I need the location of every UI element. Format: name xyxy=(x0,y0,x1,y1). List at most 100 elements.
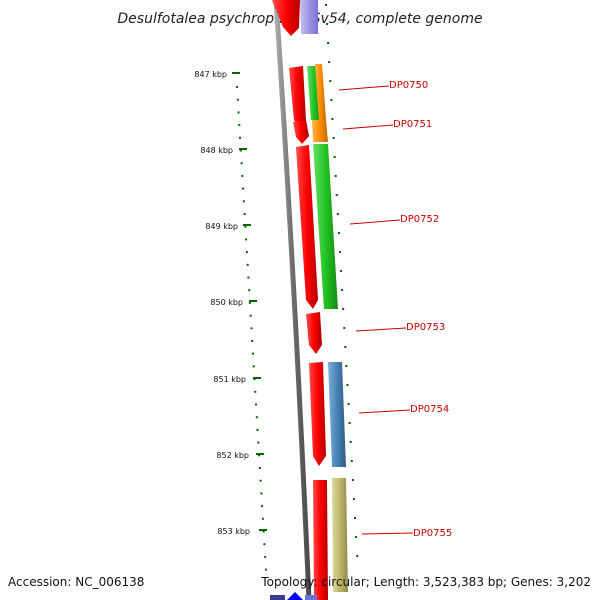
forward-strand-genes xyxy=(300,0,348,592)
ruler-tick-label: 848 kbp xyxy=(200,146,233,155)
strand-guide-dot xyxy=(325,4,327,6)
strand-guide-dot xyxy=(341,289,344,291)
ruler-dot xyxy=(236,98,239,101)
ruler-dot xyxy=(261,517,264,520)
ruler-dot xyxy=(248,289,251,292)
strand-guide-dot xyxy=(342,308,345,310)
gene-DP0751[interactable] xyxy=(312,120,328,142)
ruler-dot xyxy=(260,492,263,495)
gene-arrow-reverse[interactable] xyxy=(272,0,300,36)
gene-arrow-reverse[interactable] xyxy=(293,120,309,144)
ruler-dot xyxy=(245,251,248,254)
strand-guide-dot xyxy=(327,42,330,44)
strand-guide-dot xyxy=(349,441,352,443)
strand-guide-dot xyxy=(347,403,350,405)
ruler-dot xyxy=(239,149,242,152)
strand-guide-dot xyxy=(356,555,359,557)
ruler-dot xyxy=(251,340,254,342)
gene-block[interactable] xyxy=(305,595,317,600)
strand-guide-dot xyxy=(345,365,348,367)
strand-guide-dot xyxy=(329,80,332,82)
ruler-dot xyxy=(248,301,251,304)
label-line-DP0755 xyxy=(361,532,414,535)
gene-arrow-reverse[interactable] xyxy=(296,145,318,309)
gene-arrow-reverse[interactable] xyxy=(309,362,326,466)
strand-guide-dot xyxy=(326,23,329,25)
strand-guide-dot xyxy=(340,270,342,272)
ruler-dot xyxy=(262,530,265,533)
label-line-DP0754 xyxy=(358,409,411,414)
ruler-dot xyxy=(245,238,248,241)
gene-label-DP0752[interactable]: DP0752 xyxy=(400,214,439,225)
ruler-dot xyxy=(254,390,257,393)
topology-text: Topology: circular; Length: 3,523,383 bp… xyxy=(260,575,591,589)
strand-guide-dot xyxy=(339,251,341,253)
gene-label-lines xyxy=(338,85,414,535)
label-line-DP0750 xyxy=(338,85,390,91)
gene-label-DP0750[interactable]: DP0750 xyxy=(389,80,428,91)
strand-guide-dot xyxy=(354,517,356,519)
ruler-dot xyxy=(258,454,261,457)
ruler-dot xyxy=(264,555,267,558)
strand-guide-dot xyxy=(350,460,353,462)
genome-backbone xyxy=(273,0,312,600)
ruler-dot xyxy=(247,276,250,279)
map-title: Desulfotalea psychrophila LSv54, complet… xyxy=(117,11,482,27)
ruler-dot xyxy=(256,428,259,431)
gene-arrow-reverse[interactable] xyxy=(313,480,328,600)
ruler-dot xyxy=(250,327,253,330)
gene-label-DP0755[interactable]: DP0755 xyxy=(413,528,452,539)
ruler-tick-label: 853 kbp xyxy=(217,527,250,536)
ruler-tick-label: 849 kbp xyxy=(205,222,238,231)
ruler-dot xyxy=(264,568,267,571)
strand-guide-dot xyxy=(334,175,337,177)
accession-text: Accession: NC_006138 xyxy=(8,575,144,589)
ruler-dot xyxy=(259,479,262,482)
strand-guide-dot xyxy=(351,479,354,481)
ruler-dot xyxy=(236,86,238,88)
strand-guide-dot xyxy=(331,118,334,120)
strand-guide-dot xyxy=(348,422,351,424)
ruler-dot xyxy=(242,200,245,203)
ruler-dot xyxy=(246,263,249,266)
strand-guide-dot xyxy=(343,327,346,329)
ruler-dot xyxy=(263,543,266,546)
ruler-dot xyxy=(253,378,256,381)
ruler-dot xyxy=(255,403,257,406)
strand-guide-dot xyxy=(332,137,335,139)
ruler-dot xyxy=(237,111,240,114)
ruler-dot xyxy=(252,365,255,368)
ruler-dot xyxy=(240,162,243,165)
gene-arrow-reverse[interactable] xyxy=(306,312,322,354)
gene-label-DP0751[interactable]: DP0751 xyxy=(393,119,432,130)
gene-block[interactable] xyxy=(270,595,285,600)
strand-guide-dot xyxy=(337,232,340,234)
gene-DP0750[interactable] xyxy=(315,64,326,120)
ruler-dot xyxy=(238,124,241,127)
gene-label-DP0754[interactable]: DP0754 xyxy=(410,404,449,415)
ruler-dot xyxy=(239,136,241,139)
ruler-dot xyxy=(244,225,247,228)
strand-guide-dot xyxy=(328,61,331,63)
ruler-dot xyxy=(255,416,258,419)
ruler-dot xyxy=(243,213,246,215)
ruler-tick-label: 852 kbp xyxy=(216,451,249,460)
bottom-partial-genes xyxy=(270,592,317,600)
ruler-dot xyxy=(249,314,252,317)
ruler-dot xyxy=(252,352,254,355)
gene-arrow-forward[interactable] xyxy=(287,592,303,600)
gene-label-DP0753[interactable]: DP0753 xyxy=(406,322,445,333)
label-line-DP0752 xyxy=(349,219,401,225)
ruler-dot xyxy=(261,505,264,508)
gene-arrow-reverse[interactable] xyxy=(289,66,306,128)
gene-block[interactable] xyxy=(300,0,318,34)
scale-ruler: 847 kbp 848 kbp 849 kbp 850 kbp 851 kbp … xyxy=(194,70,267,536)
gene-DP0755[interactable] xyxy=(332,478,348,592)
strand-guide-dot xyxy=(330,99,333,101)
ruler-dot xyxy=(241,174,244,177)
gene-DP0754[interactable] xyxy=(328,362,346,467)
strand-guide-dot xyxy=(335,194,338,196)
gene-DP0752[interactable] xyxy=(313,144,338,309)
strand-guide-dot xyxy=(336,213,339,215)
